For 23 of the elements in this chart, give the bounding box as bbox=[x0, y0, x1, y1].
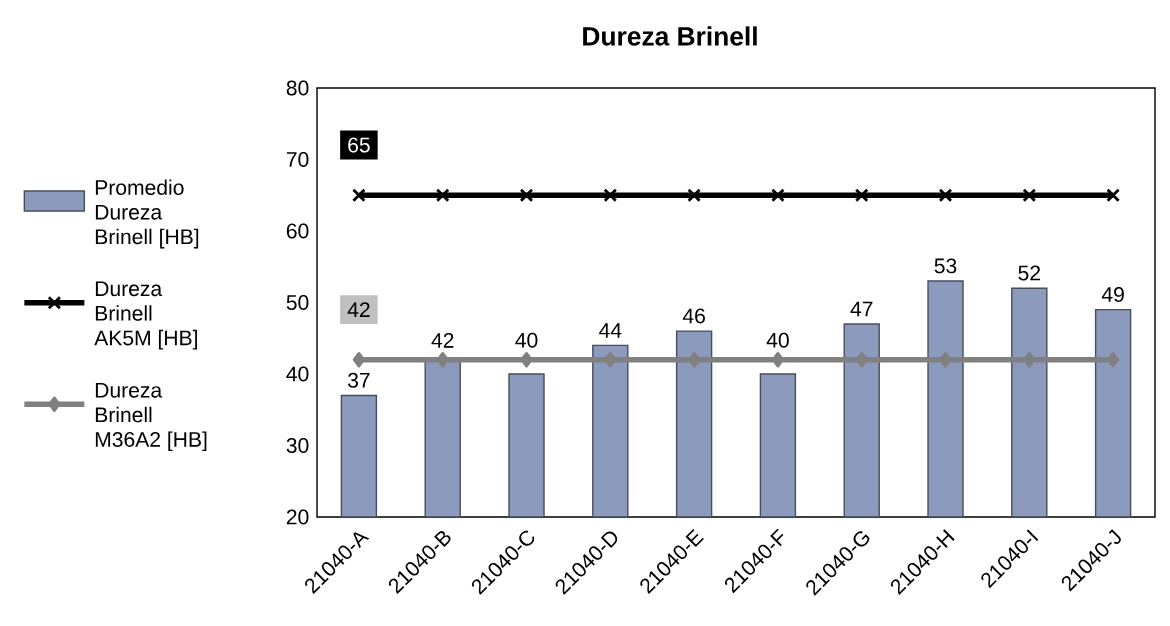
data-label: 42 bbox=[431, 332, 454, 348]
data-label: 65 bbox=[348, 137, 370, 153]
data-label: 47 bbox=[850, 301, 873, 317]
y-tick-label: 50 bbox=[286, 295, 309, 310]
data-label: 49 bbox=[1101, 287, 1124, 302]
data-label: 42 bbox=[347, 302, 370, 317]
data-label: 37 bbox=[348, 372, 370, 388]
data-label: 40 bbox=[766, 332, 789, 348]
data-label: 40 bbox=[515, 332, 538, 348]
y-tick-label: 30 bbox=[286, 438, 309, 453]
legend-label: Dureza Brinell AK5M [HB] bbox=[94, 281, 197, 350]
legend-label: Promedio Dureza Brinell [HB] bbox=[95, 179, 199, 249]
legend-label: Dureza Brinell M36A2 [HB] bbox=[95, 383, 207, 452]
data-label: 46 bbox=[682, 308, 705, 324]
y-tick-label: 40 bbox=[286, 366, 309, 382]
y-tick-label: 70 bbox=[286, 152, 309, 167]
data-label: 52 bbox=[1018, 265, 1040, 281]
y-tick-label: 60 bbox=[286, 223, 309, 239]
data-label: 53 bbox=[934, 258, 957, 274]
chart-title: Dureza Brinell bbox=[583, 26, 757, 46]
y-tick-label: 20 bbox=[286, 509, 309, 525]
data-label: 44 bbox=[599, 323, 622, 338]
y-tick-label: 80 bbox=[286, 80, 309, 96]
